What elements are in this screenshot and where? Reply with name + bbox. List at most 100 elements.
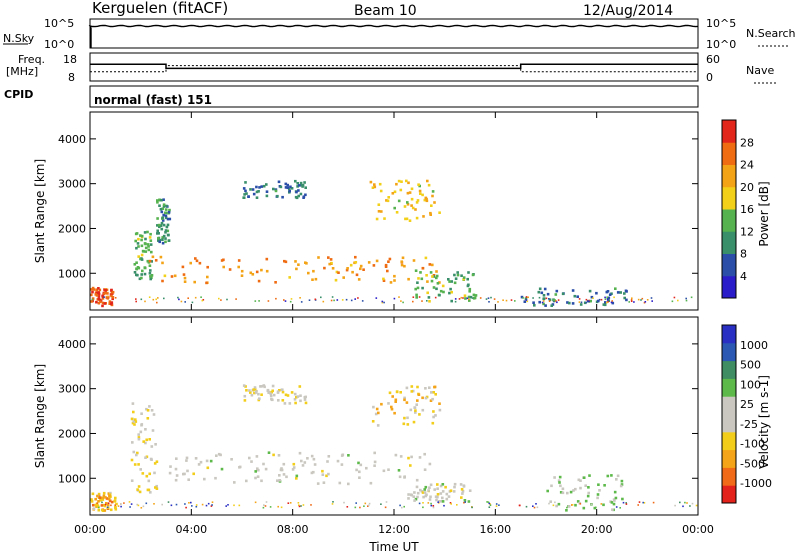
power-cell-r1 [150, 250, 153, 254]
velocity-cell-baseline [96, 502, 98, 505]
velocity-cell-baseline [427, 502, 430, 504]
velocity-cell-baseline [686, 502, 688, 504]
power-cell-baseline [514, 300, 516, 302]
power-cell-r3 [167, 239, 171, 242]
freq-label-line2: [MHz] [6, 65, 38, 78]
velocity-cell-r0 [99, 499, 102, 502]
power-cell-baseline [690, 296, 693, 299]
velocity-cell-r3 [243, 394, 247, 398]
power-cell-r7 [537, 290, 541, 294]
power-cell-r5 [406, 203, 410, 206]
power-cell-r5 [393, 206, 396, 210]
velocity-cell-r1 [136, 488, 139, 491]
velocity-cell-baseline [689, 505, 691, 507]
power-cell-r2 [228, 268, 232, 271]
power-cell-r2 [431, 263, 434, 267]
velocity-cell-baseline [100, 504, 103, 507]
power-cell-r2 [222, 258, 225, 262]
velocity-cell-r2 [291, 468, 295, 471]
velocity-cell-r2 [313, 463, 317, 466]
power-cell-baseline [497, 301, 499, 303]
velocity-cell-baseline [195, 504, 198, 506]
power-cell-r2 [288, 276, 291, 279]
power-cell-r4 [295, 190, 298, 194]
noise-sky-trace [88, 24, 699, 48]
velocity-cell-r2 [326, 460, 329, 463]
velocity-cell-r5 [434, 495, 438, 498]
velocity-cell-r4 [438, 402, 441, 405]
velocity-cell-r4 [371, 420, 375, 423]
velocity-cell-r1 [144, 428, 147, 431]
velocity-panel-frame [89, 316, 699, 516]
power-cell-baseline [468, 298, 470, 301]
power-cell-r7 [619, 291, 622, 294]
freq-panel: Freq. [MHz] 18 8 60 0 Nave [6, 52, 776, 84]
velocity-cell-r4 [390, 407, 394, 411]
velocity-cell-baseline [98, 506, 100, 509]
velocity-cell-baseline [691, 502, 694, 505]
power-cell-r3 [161, 216, 165, 219]
velocity-cell-baseline [269, 506, 272, 508]
power-cell-r7 [561, 292, 565, 296]
velocity-cell-baseline [486, 501, 488, 503]
velocity-cell-r0 [94, 497, 97, 501]
velocity-cell-r2 [185, 456, 189, 460]
power-cell-r0 [110, 289, 113, 292]
power-cell-r2 [312, 269, 315, 273]
velocity-cell-r5 [424, 494, 428, 498]
velocity-cell-r4 [416, 385, 419, 389]
velocity-cell-r5 [439, 484, 443, 488]
velocity-cell-r4 [428, 386, 431, 389]
power-cell-r0 [111, 297, 114, 301]
power-cell-r6 [420, 277, 424, 281]
power-cell-r1 [143, 272, 147, 276]
velocity-cell-r2 [321, 473, 325, 476]
power-colorbar: 28 24 20 16 12 8 4 [721, 119, 754, 299]
power-cell-r2 [354, 261, 358, 264]
power-cell-r0 [95, 288, 98, 292]
power-cell-r0 [104, 291, 107, 295]
velocity-cell-baseline [280, 506, 283, 509]
power-cell-r5 [417, 183, 420, 186]
x-tick-label: 12:00 [378, 523, 410, 536]
power-cell-r1 [135, 261, 138, 264]
power-cell-r3 [164, 231, 167, 234]
velocity-cell-baseline [450, 503, 452, 505]
velocity-cell-r1 [132, 450, 136, 454]
velocity-cell-r6 [557, 479, 561, 482]
velocity-cell-r6 [553, 476, 556, 479]
power-cell-r1 [146, 243, 150, 246]
power-cell-r7 [625, 298, 628, 302]
power-cell-r1 [140, 253, 144, 257]
power-cell-baseline [275, 297, 277, 300]
velocity-cell-baseline [384, 506, 387, 509]
power-cell-r2 [193, 280, 196, 284]
power-cell-baseline [646, 299, 649, 301]
power-cell-r1 [149, 239, 153, 242]
velocity-cell-r5 [460, 488, 464, 491]
power-cell-baseline [555, 300, 557, 302]
velocity-cell-r0 [114, 496, 117, 500]
velocity-cell-r2 [197, 463, 201, 466]
power-cell-baseline [651, 300, 653, 302]
power-cell-r7 [604, 301, 607, 304]
power-cell-baseline [588, 300, 590, 303]
velocity-cell-r4 [403, 398, 406, 402]
power-cell-r2 [251, 273, 255, 276]
velocity-cell-r6 [572, 489, 575, 492]
power-cell-r1 [146, 230, 149, 234]
velocity-cell-baseline [167, 501, 170, 503]
velocity-cell-baseline [128, 501, 131, 503]
velocity-cell-r2 [256, 467, 259, 470]
velocity-cell-r5 [453, 482, 457, 486]
velocity-cell-r2 [340, 454, 344, 457]
power-cell-r6 [436, 282, 440, 285]
power-cell-r7 [607, 299, 610, 302]
power-cell-r3 [158, 204, 161, 207]
velocity-cell-baseline [449, 502, 452, 504]
power-cell-r2 [387, 260, 390, 263]
power-cell-r3 [160, 227, 164, 231]
power-cell-r6 [416, 281, 419, 284]
velocity-cell-r4 [432, 415, 435, 419]
